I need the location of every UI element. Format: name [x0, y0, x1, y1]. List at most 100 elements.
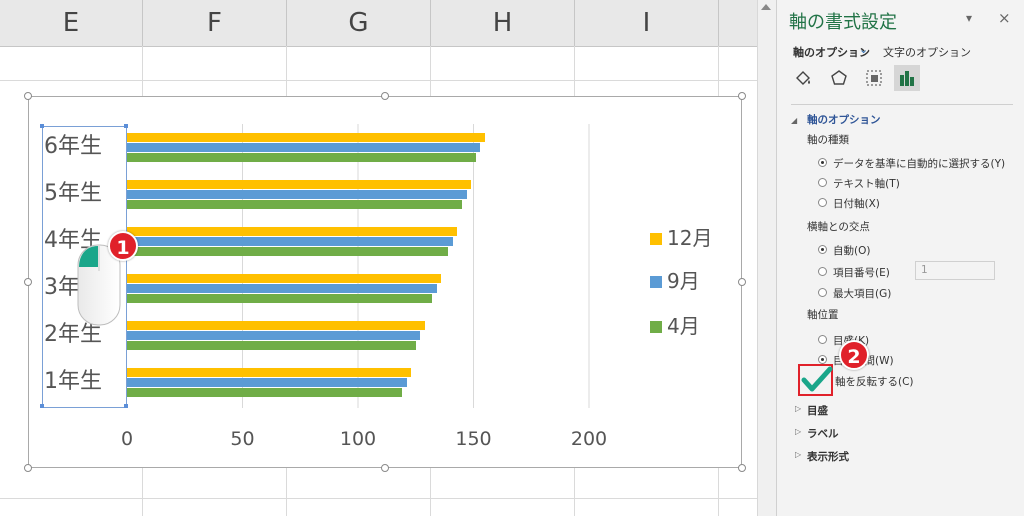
- bar[interactable]: [127, 321, 425, 330]
- reverse-order-checkbox[interactable]: [798, 364, 833, 396]
- expanded-triangle-icon[interactable]: ◢: [791, 116, 798, 125]
- bar[interactable]: [127, 284, 437, 293]
- radio-cross-item[interactable]: [818, 267, 827, 276]
- axis-options-tab-selected[interactable]: [894, 65, 920, 91]
- cross-item-input[interactable]: 1: [915, 261, 995, 280]
- value-tick-label: 200: [570, 428, 608, 450]
- bar[interactable]: [127, 331, 421, 340]
- tab-text-options[interactable]: 文字のオプション: [883, 46, 971, 59]
- legend-label-12: 12月: [667, 226, 713, 250]
- legend-swatch-4: [650, 321, 662, 333]
- value-tick-label: 50: [230, 428, 255, 450]
- bar[interactable]: [127, 237, 453, 246]
- value-tick-label: 100: [339, 428, 377, 450]
- bar[interactable]: [127, 378, 407, 387]
- cross-item-label[interactable]: 項目番号(E): [833, 267, 890, 279]
- bar[interactable]: [127, 190, 467, 199]
- section-tickmarks[interactable]: 目盛: [807, 405, 828, 417]
- category-label: 1年生: [44, 369, 102, 394]
- cross-item-value: 1: [921, 264, 928, 276]
- format-axis-pane: 軸の書式設定 ▾ × 軸のオプション ⌄ 文字のオプション ◢ 軸のオプション …: [776, 0, 1024, 516]
- column-header-f[interactable]: F: [143, 0, 287, 46]
- bar[interactable]: [127, 133, 486, 142]
- column-header-bar: E F G H I: [0, 0, 776, 47]
- fill-line-icon[interactable]: [793, 68, 813, 88]
- axis-type-date-label[interactable]: 日付軸(X): [833, 198, 880, 210]
- checkmark-icon: [801, 366, 833, 392]
- value-tick-label: 0: [120, 428, 134, 450]
- radio-axis-pos-on[interactable]: [818, 335, 827, 344]
- vertical-axis-selection[interactable]: [40, 124, 128, 408]
- axis-type-text-label[interactable]: テキスト軸(T): [833, 178, 900, 190]
- resize-handle[interactable]: [381, 464, 389, 472]
- grid-line: [0, 498, 776, 499]
- worksheet[interactable]: E F G H I 6年生 5年生 4年生 3年生 2年生 1年生 0 50 100 150 20…: [0, 0, 776, 516]
- grid-line: [0, 80, 776, 81]
- radio-axis-type-date[interactable]: [818, 198, 827, 207]
- bar[interactable]: [127, 143, 481, 152]
- bar[interactable]: [127, 153, 476, 162]
- radio-cross-max[interactable]: [818, 288, 827, 297]
- radio-axis-pos-between[interactable]: [818, 355, 827, 364]
- column-header-h[interactable]: H: [431, 0, 575, 46]
- column-header-e[interactable]: E: [0, 0, 143, 46]
- cross-auto-label[interactable]: 自動(O): [833, 245, 871, 257]
- section-number-format[interactable]: 表示形式: [807, 451, 849, 463]
- radio-axis-type-text[interactable]: [818, 178, 827, 187]
- legend-swatch-9: [650, 276, 662, 288]
- tab-axis-options[interactable]: 軸のオプション: [793, 46, 870, 59]
- bar[interactable]: [127, 341, 416, 350]
- pane-title: 軸の書式設定: [789, 12, 897, 33]
- axis-position-label: 軸位置: [807, 309, 839, 321]
- section-labels[interactable]: ラベル: [807, 428, 839, 440]
- chart-gridlines: [242, 124, 590, 408]
- axis-type-label: 軸の種類: [807, 134, 849, 146]
- pane-close-icon[interactable]: ×: [998, 9, 1011, 27]
- pane-divider: [791, 104, 1013, 105]
- resize-handle[interactable]: [738, 464, 746, 472]
- legend-label-9: 9月: [667, 269, 700, 293]
- column-header-i[interactable]: I: [575, 0, 719, 46]
- section-axis-options[interactable]: 軸のオプション: [807, 114, 881, 126]
- column-header-g[interactable]: G: [287, 0, 431, 46]
- collapsed-triangle-icon[interactable]: ▷: [795, 450, 802, 459]
- vertical-scrollbar[interactable]: [757, 0, 776, 516]
- axis-options-bars-icon: [900, 71, 914, 86]
- collapsed-triangle-icon[interactable]: ▷: [795, 427, 802, 436]
- bar[interactable]: [127, 274, 442, 283]
- radio-cross-auto[interactable]: [818, 245, 827, 254]
- resize-handle[interactable]: [381, 92, 389, 100]
- bar[interactable]: [127, 180, 472, 189]
- category-label: 5年生: [44, 181, 102, 206]
- effects-pentagon-icon[interactable]: [829, 68, 849, 88]
- bar[interactable]: [127, 227, 458, 236]
- collapsed-triangle-icon[interactable]: ▷: [795, 404, 802, 413]
- bar[interactable]: [127, 388, 402, 397]
- bar[interactable]: [127, 200, 462, 209]
- legend-label-4: 4月: [667, 314, 700, 338]
- resize-handle[interactable]: [24, 92, 32, 100]
- category-label: 6年生: [44, 134, 102, 159]
- cross-label: 横軸との交点: [807, 221, 870, 233]
- category-label: 2年生: [44, 322, 102, 347]
- axis-type-auto-label[interactable]: データを基準に自動的に選択する(Y): [833, 158, 1006, 170]
- size-properties-icon[interactable]: [864, 68, 884, 88]
- selection-handle[interactable]: [124, 404, 128, 408]
- resize-handle[interactable]: [24, 278, 32, 286]
- selection-handle[interactable]: [40, 404, 44, 408]
- bar[interactable]: [127, 368, 412, 377]
- selection-handle[interactable]: [124, 124, 128, 128]
- tab-axis-options-chevron-icon[interactable]: ⌄: [859, 43, 869, 56]
- pane-options-dropdown-icon[interactable]: ▾: [966, 11, 973, 25]
- selection-handle[interactable]: [40, 124, 44, 128]
- bar[interactable]: [127, 247, 449, 256]
- resize-handle[interactable]: [738, 92, 746, 100]
- resize-handle[interactable]: [738, 278, 746, 286]
- bar[interactable]: [127, 294, 432, 303]
- scroll-up-arrow-icon[interactable]: [761, 4, 771, 10]
- radio-axis-type-auto[interactable]: [818, 158, 827, 167]
- step-badge-1: 1: [108, 231, 138, 261]
- reverse-order-label[interactable]: 軸を反転する(C): [835, 376, 914, 388]
- cross-max-label[interactable]: 最大項目(G): [833, 288, 892, 300]
- resize-handle[interactable]: [24, 464, 32, 472]
